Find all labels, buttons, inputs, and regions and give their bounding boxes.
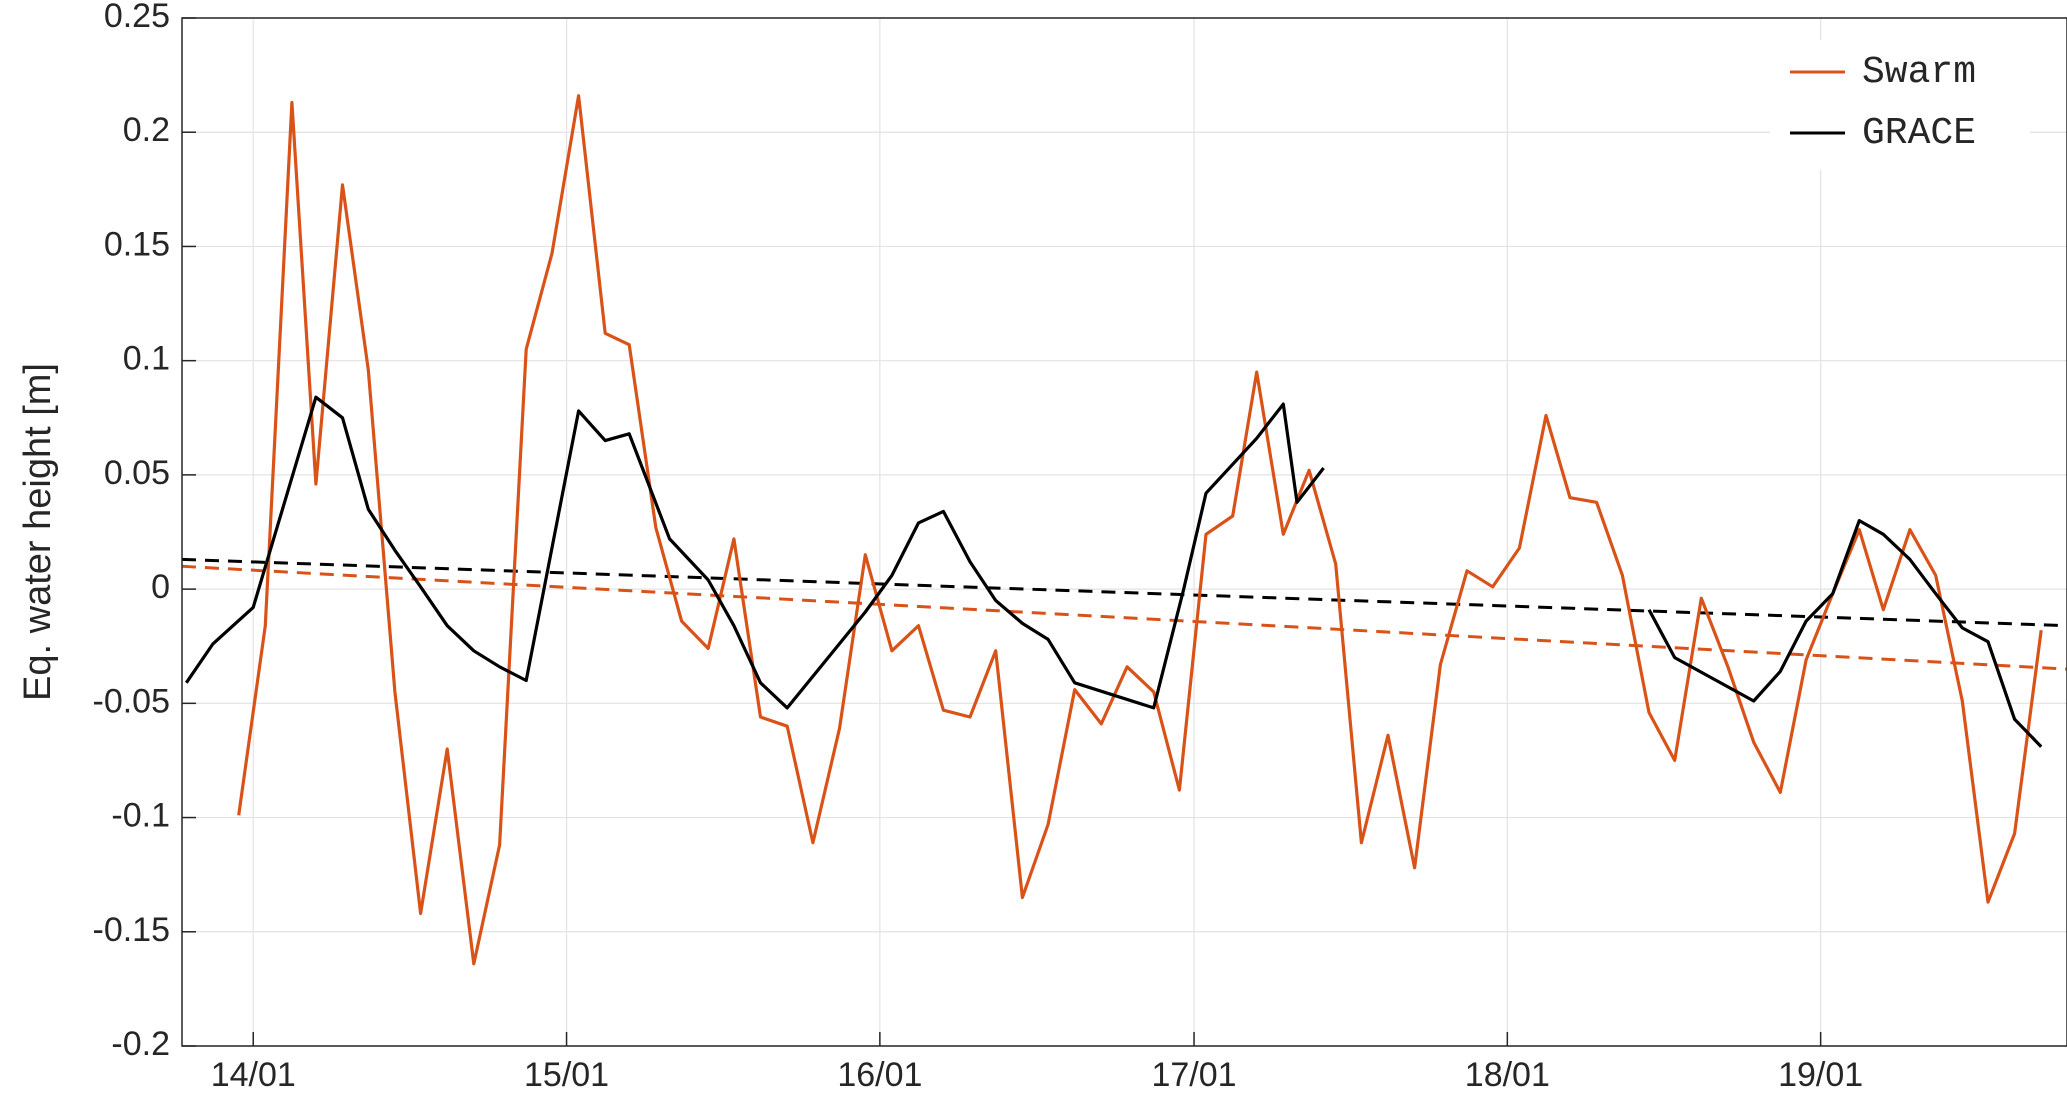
y-tick-label: 0.05 — [104, 454, 170, 492]
legend-label-swarm: Swarm — [1862, 51, 1976, 94]
trend-line-swarm — [181, 564, 2067, 671]
trend-lines — [181, 557, 2067, 671]
y-tick-label: -0.2 — [111, 1025, 170, 1063]
plot-frame — [181, 17, 2067, 1047]
y-axis-label: Eq. water height [m] — [17, 363, 59, 701]
y-tick-label: 0.25 — [104, 0, 170, 35]
y-tick-label: -0.15 — [93, 911, 171, 949]
x-tick-label: 15/01 — [524, 1056, 609, 1094]
y-tick-label: 0.2 — [123, 111, 170, 149]
x-tick-label: 17/01 — [1151, 1056, 1236, 1094]
y-tick-label: 0.1 — [123, 340, 170, 378]
x-tick-label: 19/01 — [1778, 1056, 1863, 1094]
series-line-grace — [1647, 518, 2043, 748]
legend-box — [1770, 40, 2030, 170]
x-tick-label: 16/01 — [837, 1056, 922, 1094]
x-tick-label: 14/01 — [211, 1056, 296, 1094]
x-axis-tick-labels: 14/01 15/01 16/01 17/01 18/01 19/01 — [211, 1056, 1863, 1094]
axis-ticks — [182, 17, 1822, 1047]
series-line-swarm — [237, 94, 2043, 966]
y-tick-label: -0.1 — [111, 797, 170, 835]
y-tick-label: 0.15 — [104, 225, 170, 263]
series-line-grace — [184, 395, 1325, 710]
legend-label-grace: GRACE — [1862, 112, 1976, 155]
y-tick-label: 0 — [151, 568, 170, 606]
trend-line-grace — [181, 557, 2067, 628]
legend: Swarm GRACE — [1770, 40, 2030, 170]
y-axis-tick-labels: 0.25 0.2 0.15 0.1 0.05 0 -0.05 -0.1 -0.15 -0.2 — [93, 0, 171, 1063]
series-lines — [184, 94, 2043, 966]
grid — [182, 17, 2067, 1047]
y-tick-label: -0.05 — [93, 682, 171, 720]
x-tick-label: 18/01 — [1465, 1056, 1550, 1094]
